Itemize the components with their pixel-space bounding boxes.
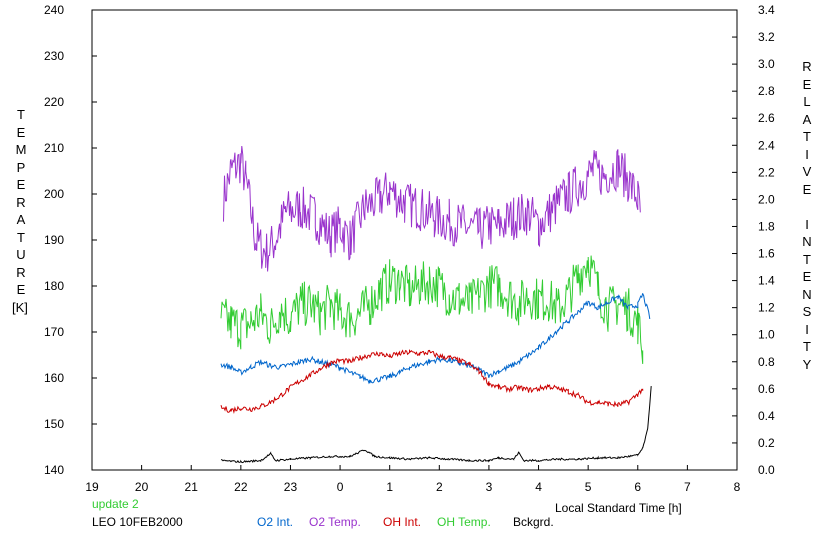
right-tick-label: 3.0 xyxy=(758,57,775,71)
right-tick-label: 3.4 xyxy=(758,3,775,17)
right-tick-label: 2.8 xyxy=(758,84,775,98)
left-axis: 140 150 160 170 180 190 200 210 220 230 240 xyxy=(44,3,97,477)
series-line-o2-temp xyxy=(223,145,641,272)
x-tick-label: 23 xyxy=(284,480,298,494)
x-tick-label: 22 xyxy=(234,480,248,494)
left-tick-label: 170 xyxy=(44,325,64,339)
legend-o2-int: O2 Int. xyxy=(257,515,294,529)
series-line-bckgrd xyxy=(220,386,652,464)
left-tick-label: 160 xyxy=(44,371,64,385)
right-axis: 0.0 0.2 0.4 0.6 0.8 1.0 1.2 1.4 1.6 1.8 2.0 2.2 2.4 2… xyxy=(732,3,775,477)
x-tick-label: 8 xyxy=(734,480,741,494)
right-tick-label: 0.8 xyxy=(758,355,775,369)
bottom-axis: 19 20 21 22 23 0 1 2 3 4 5 6 7 8 xyxy=(85,465,741,494)
x-tick-label: 3 xyxy=(486,480,493,494)
legend-oh-temp: OH Temp. xyxy=(437,515,491,529)
x-tick-label: 6 xyxy=(634,480,641,494)
legend-oh-int: OH Int. xyxy=(383,515,422,529)
series-layer xyxy=(220,145,652,464)
right-tick-label: 1.4 xyxy=(758,274,775,288)
series-line-o2-int xyxy=(220,293,651,385)
x-tick-label: 7 xyxy=(684,480,691,494)
right-tick-label: 2.0 xyxy=(758,192,775,206)
series-line-oh-int xyxy=(220,349,644,415)
left-tick-label: 140 xyxy=(44,463,64,477)
right-tick-label: 1.2 xyxy=(758,301,775,315)
left-tick-label: 240 xyxy=(44,3,64,17)
x-axis-title: Local Standard Time [h] xyxy=(555,501,682,515)
legend-o2-temp: O2 Temp. xyxy=(309,515,361,529)
left-tick-label: 200 xyxy=(44,187,64,201)
right-tick-label: 0.4 xyxy=(758,409,775,423)
update-note: update 2 xyxy=(92,497,139,511)
right-tick-label: 2.6 xyxy=(758,111,775,125)
left-tick-label: 180 xyxy=(44,279,64,293)
left-tick-label: 230 xyxy=(44,49,64,63)
left-tick-label: 210 xyxy=(44,141,64,155)
series-line-oh-temp xyxy=(220,255,644,364)
right-tick-label: 1.6 xyxy=(758,247,775,261)
x-tick-label: 20 xyxy=(135,480,149,494)
right-tick-label: 2.2 xyxy=(758,165,775,179)
left-tick-label: 150 xyxy=(44,417,64,431)
plot-area xyxy=(91,9,738,471)
x-tick-label: 5 xyxy=(585,480,592,494)
legend-bckgrd: Bckgrd. xyxy=(513,515,554,529)
station-date: LEO 10FEB2000 xyxy=(92,515,183,529)
x-tick-label: 1 xyxy=(386,480,393,494)
left-tick-label: 190 xyxy=(44,233,64,247)
x-tick-label: 2 xyxy=(436,480,443,494)
right-tick-label: 0.6 xyxy=(758,382,775,396)
right-tick-label: 1.8 xyxy=(758,219,775,233)
x-tick-label: 4 xyxy=(535,480,542,494)
right-tick-label: 2.4 xyxy=(758,138,775,152)
left-tick-label: 220 xyxy=(44,95,64,109)
x-tick-label: 19 xyxy=(85,480,99,494)
right-tick-label: 3.2 xyxy=(758,30,775,44)
right-tick-label: 1.0 xyxy=(758,328,775,342)
right-tick-label: 0.2 xyxy=(758,436,775,450)
left-axis-unit: [K] xyxy=(12,300,28,315)
x-tick-label: 0 xyxy=(337,480,344,494)
right-tick-label: 0.0 xyxy=(758,463,775,477)
x-tick-label: 21 xyxy=(185,480,199,494)
